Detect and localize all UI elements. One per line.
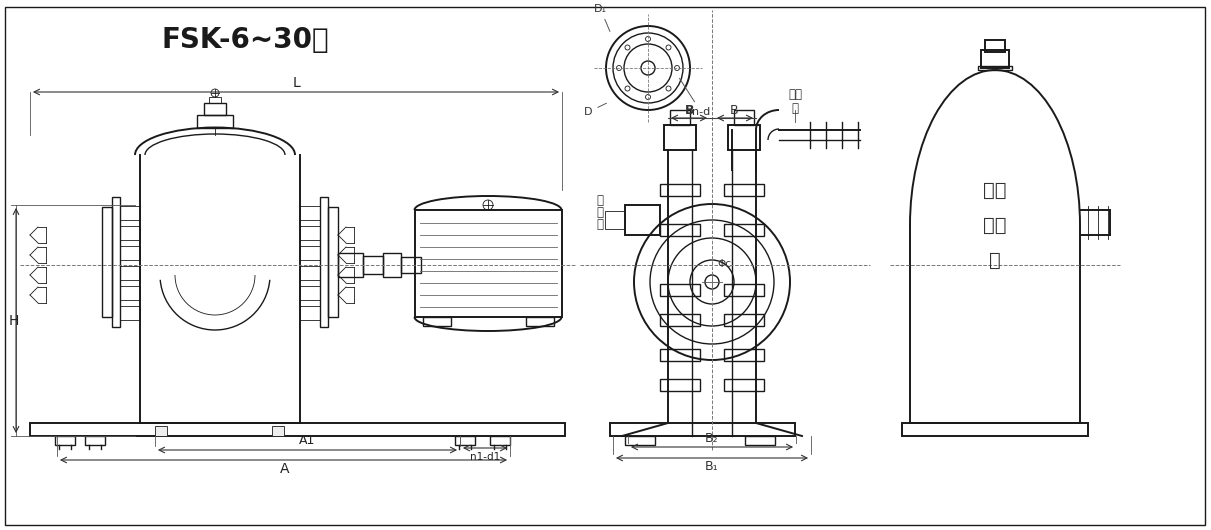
Bar [745, 436, 775, 445]
Text: 器: 器 [989, 251, 1000, 269]
Bar [724, 224, 764, 236]
Bar [338, 253, 363, 277]
Text: B: B [685, 103, 695, 117]
Bar [300, 246, 320, 260]
Bar [660, 379, 700, 391]
Bar [664, 125, 696, 150]
Bar [981, 50, 1009, 68]
Bar [120, 206, 140, 220]
Text: 汽水: 汽水 [983, 181, 1006, 199]
Bar [300, 226, 320, 240]
Bar [724, 284, 764, 296]
Bar [120, 286, 140, 300]
Bar [300, 306, 320, 320]
Bar [734, 110, 754, 125]
Bar [300, 206, 320, 220]
Bar [978, 66, 1012, 70]
Bar [660, 349, 700, 361]
Bar [660, 224, 700, 236]
Text: n-d: n-d [679, 78, 710, 117]
Bar [54, 436, 75, 445]
Bar [300, 286, 320, 300]
Bar [606, 211, 625, 229]
Text: Φc: Φc [717, 259, 731, 269]
Bar [724, 184, 764, 196]
Bar [85, 436, 105, 445]
Bar [111, 197, 120, 327]
Bar [30, 423, 566, 436]
Text: B: B [730, 103, 739, 117]
Bar [320, 197, 328, 327]
Bar [328, 207, 338, 317]
Bar [526, 317, 553, 326]
Bar [197, 115, 233, 128]
Bar [455, 436, 475, 445]
Text: n1-d1: n1-d1 [470, 452, 500, 462]
Text: H: H [8, 314, 19, 328]
Bar [625, 436, 655, 445]
Text: FSK-6~30型: FSK-6~30型 [161, 26, 329, 54]
Text: L: L [292, 76, 300, 90]
Bar [120, 226, 140, 240]
Bar [724, 379, 764, 391]
Bar [610, 423, 794, 436]
Bar [902, 423, 1087, 436]
Bar [272, 426, 285, 436]
Bar [660, 284, 700, 296]
Text: 口: 口 [792, 102, 798, 114]
Bar [490, 436, 510, 445]
Text: 气: 气 [597, 206, 603, 218]
Bar [724, 314, 764, 326]
Bar [670, 110, 690, 125]
Bar [203, 103, 226, 115]
Bar [625, 205, 660, 235]
Text: D₁: D₁ [595, 4, 610, 31]
Bar [660, 314, 700, 326]
Text: 口: 口 [597, 217, 603, 231]
Bar [120, 246, 140, 260]
Bar [985, 40, 1005, 52]
Text: 分离: 分离 [983, 216, 1006, 234]
Text: B₁: B₁ [705, 461, 719, 473]
Text: B₂: B₂ [705, 431, 719, 445]
Bar [120, 266, 140, 280]
Bar [728, 125, 761, 150]
Bar [724, 349, 764, 361]
Text: D: D [584, 103, 607, 117]
Bar [363, 256, 383, 274]
Bar [383, 253, 401, 277]
Bar [210, 97, 220, 103]
Bar [415, 210, 562, 317]
Bar [300, 266, 320, 280]
Text: 吸: 吸 [597, 193, 603, 207]
Bar [120, 306, 140, 320]
Bar [423, 317, 450, 326]
Text: 排气: 排气 [788, 89, 802, 102]
Text: A: A [280, 462, 289, 476]
Bar [102, 207, 111, 317]
Bar [660, 184, 700, 196]
Text: A1: A1 [299, 435, 315, 447]
Bar [401, 257, 421, 273]
Bar [155, 426, 167, 436]
